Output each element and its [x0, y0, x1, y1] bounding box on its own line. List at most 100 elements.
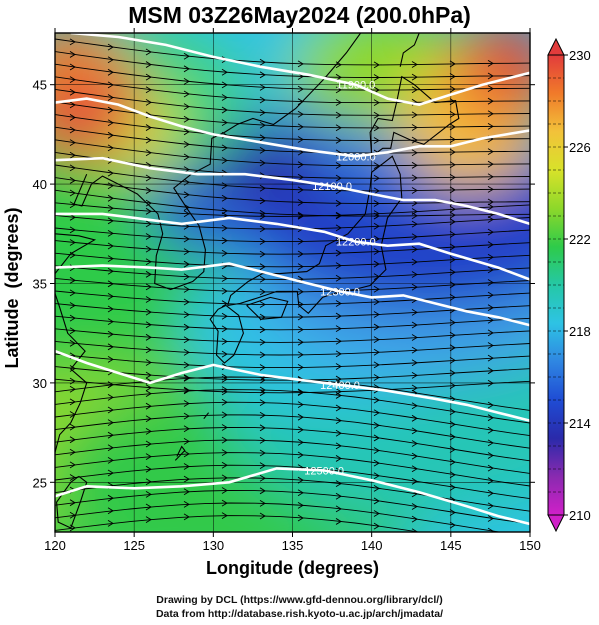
wind-arrow — [183, 128, 190, 136]
wind-arrow — [69, 63, 76, 71]
wind-arrow — [183, 103, 190, 110]
wind-arrow — [449, 243, 456, 251]
wind-arrow — [373, 434, 380, 442]
wind-arrow — [449, 173, 456, 181]
wind-arrow — [107, 68, 114, 76]
wind-arrow — [487, 464, 494, 472]
wind-arrow — [69, 213, 76, 221]
wind-arrow — [487, 489, 494, 497]
wind-arrow — [335, 363, 342, 370]
credit-drawing: Drawing by DCL (https://www.gfd-dennou.o… — [156, 594, 443, 606]
wind-arrow — [335, 224, 342, 232]
wind-arrow — [107, 182, 114, 190]
wind-arrow — [221, 106, 228, 114]
wind-arrow — [335, 73, 342, 81]
wind-arrow — [145, 402, 152, 410]
wind-arrow — [411, 220, 418, 228]
wind-arrow — [449, 110, 456, 118]
coastline-segment — [203, 412, 210, 420]
wind-arrow — [259, 389, 266, 397]
wind-arrow — [373, 497, 380, 505]
wind-arrow — [487, 439, 494, 447]
wind-arrow — [449, 98, 456, 106]
wind-arrow — [221, 144, 228, 152]
wind-arrow — [373, 248, 380, 255]
wind-arrow — [221, 157, 228, 164]
wind-arrow — [259, 275, 266, 283]
wind-arrow — [487, 203, 494, 211]
wind-arrow — [107, 343, 114, 351]
wind-arrow — [411, 149, 418, 157]
contour-line — [55, 467, 530, 526]
wind-arrow — [221, 350, 228, 358]
wind-arrow — [69, 474, 76, 481]
wind-arrow — [449, 186, 456, 194]
colorbar-label: 226 — [569, 140, 591, 155]
wind-arrow — [183, 374, 190, 382]
wind-arrow — [373, 235, 380, 243]
wind-arrow — [335, 325, 342, 333]
wind-arrow — [297, 173, 304, 181]
colorbar-label: 218 — [569, 324, 591, 339]
contour-line — [55, 156, 530, 226]
wind-arrow — [335, 442, 342, 450]
wind-arrow — [297, 388, 304, 396]
height-contours: 11900.0 12000.0 12100.0 12200.0 12300.0 12400… — [55, 33, 530, 526]
wind-arrow — [107, 43, 114, 51]
wind-arrow — [449, 357, 456, 364]
wind-arrow — [411, 187, 418, 194]
wind-arrow — [259, 376, 266, 384]
wind-arrow — [373, 74, 380, 81]
wind-arrow — [183, 425, 190, 433]
wind-arrow — [145, 503, 152, 511]
wind-arrow — [145, 199, 152, 207]
wind-arrow — [487, 266, 494, 274]
wind-arrow — [107, 444, 114, 452]
wind-arrow — [145, 428, 152, 435]
wind-arrow — [335, 199, 342, 207]
wind-arrow — [145, 258, 152, 266]
wind-arrow — [449, 433, 456, 441]
wind-arrow — [373, 409, 380, 417]
y-tick-label: 35 — [33, 276, 47, 291]
wind-arrow — [221, 119, 228, 127]
wind-arrow — [221, 386, 228, 394]
wind-arrow — [69, 76, 76, 84]
wind-arrow — [487, 354, 494, 362]
wind-arrow — [297, 413, 304, 421]
wind-arrow — [411, 359, 418, 367]
x-tick-label: 145 — [440, 538, 462, 553]
wind-arrow — [259, 424, 266, 432]
wind-arrow — [69, 339, 76, 347]
axis-ticks: 120 125 130 135 140 145 150 25 30 35 40 45 — [33, 28, 541, 553]
wind-arrow — [411, 208, 418, 215]
wind-arrow — [221, 411, 228, 419]
wind-arrow — [69, 302, 76, 309]
wind-arrow — [183, 235, 190, 243]
contour-label: 12300.0 — [320, 286, 360, 298]
wind-arrow — [221, 275, 228, 282]
wind-arrow — [487, 72, 494, 80]
wind-arrow — [335, 211, 342, 219]
wind-arrow — [259, 399, 266, 407]
wind-arrow — [487, 85, 494, 92]
wind-arrow — [297, 212, 304, 220]
wind-arrow — [411, 258, 418, 266]
wind-arrow — [411, 174, 418, 182]
x-tick-label: 120 — [44, 538, 66, 553]
wind-arrow — [183, 361, 190, 369]
colorbar-label: 210 — [569, 508, 591, 523]
wind-arrow — [449, 218, 456, 226]
wind-arrow — [335, 505, 342, 513]
colorbar-label: 214 — [569, 416, 591, 431]
wind-arrow — [487, 253, 494, 261]
wind-arrow — [145, 465, 152, 473]
wind-arrow — [411, 402, 418, 410]
wind-arrow — [411, 86, 418, 94]
wind-arrow — [449, 123, 456, 131]
wind-arrow — [411, 503, 418, 510]
coastline-segment — [118, 33, 362, 291]
wind-arrow — [487, 426, 494, 434]
wind-arrow — [259, 351, 266, 359]
wind-arrow — [297, 364, 304, 371]
